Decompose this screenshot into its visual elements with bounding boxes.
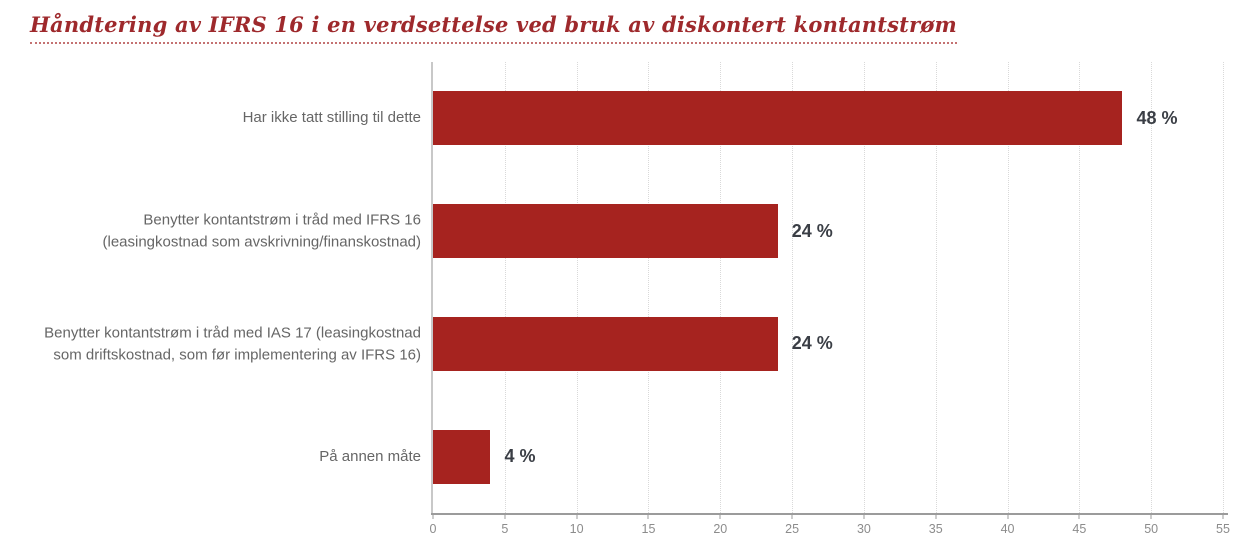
x-axis-line: [431, 513, 1228, 515]
tick-label: 40: [1000, 522, 1015, 536]
value-label: 24 %: [791, 333, 833, 354]
bar-row: Benytter kontantstrøm i tråd med IFRS 16…: [103, 175, 1223, 288]
tick-label: 5: [501, 522, 509, 536]
bar: [433, 429, 491, 484]
tick-mark: [647, 513, 649, 519]
y-axis-line: [431, 62, 433, 513]
gridline: [1151, 62, 1153, 513]
tick-mark: [863, 513, 865, 519]
category-label: Benytter kontantstrøm i tråd med IFRS 16…: [102, 211, 422, 251]
tick-label: 55: [1216, 522, 1230, 536]
value-label: 4 %: [504, 446, 536, 467]
gridline: [1007, 62, 1009, 513]
chart-title: Håndtering av IFRS 16 i en verdsettelse …: [30, 12, 957, 44]
bars: Har ikke tatt stilling til dette 48 % Beny…: [44, 62, 1223, 513]
value-label: 24 %: [791, 220, 833, 241]
bar: [433, 316, 778, 371]
category-label: Benytter kontantstrøm i tråd med IAS 17 …: [44, 324, 421, 363]
tick-label: 35: [928, 522, 943, 536]
gridline: [792, 62, 794, 513]
gridline: [1079, 62, 1081, 513]
gridline: [576, 62, 578, 513]
bar: [433, 204, 778, 259]
tick-mark: [1222, 513, 1224, 519]
x-axis-ticks: 0 5 10 15 20 25 30 35 40 45 50 55: [429, 513, 1230, 543]
plot-area: Har ikke tatt stilling til dette 48 % Beny…: [44, 62, 1228, 515]
value-label: 48 %: [1136, 107, 1178, 128]
gridline: [863, 62, 865, 513]
tick-mark: [576, 513, 578, 519]
tick-label: 20: [713, 522, 728, 536]
bar-row: Benytter kontantstrøm i tråd med IAS 17 …: [44, 288, 1223, 401]
bar: [433, 91, 1123, 146]
tick-label: 0: [429, 522, 437, 536]
tick-mark: [791, 513, 793, 519]
gridline: [648, 62, 650, 513]
bar-row: Har ikke tatt stilling til dette 48 %: [243, 62, 1223, 175]
tick-mark: [1150, 513, 1152, 519]
gridline: [720, 62, 722, 513]
tick-label: 10: [569, 522, 584, 536]
category-label: På annen måte: [319, 447, 421, 465]
tick-mark: [432, 513, 434, 519]
tick-label: 30: [856, 522, 871, 536]
gridline: [1223, 62, 1224, 513]
gridline: [935, 62, 937, 513]
tick-mark: [935, 513, 937, 519]
tick-label: 25: [785, 522, 800, 536]
tick-label: 15: [641, 522, 656, 536]
gridline: [504, 62, 506, 513]
tick-label: 45: [1072, 522, 1087, 536]
tick-mark: [719, 513, 721, 519]
bar-row: På annen måte 4 %: [319, 400, 1223, 513]
category-label: Har ikke tatt stilling til dette: [242, 109, 421, 127]
tick-mark: [1078, 513, 1080, 519]
tick-mark: [1007, 513, 1009, 519]
tick-mark: [504, 513, 506, 519]
tick-label: 50: [1144, 522, 1159, 536]
